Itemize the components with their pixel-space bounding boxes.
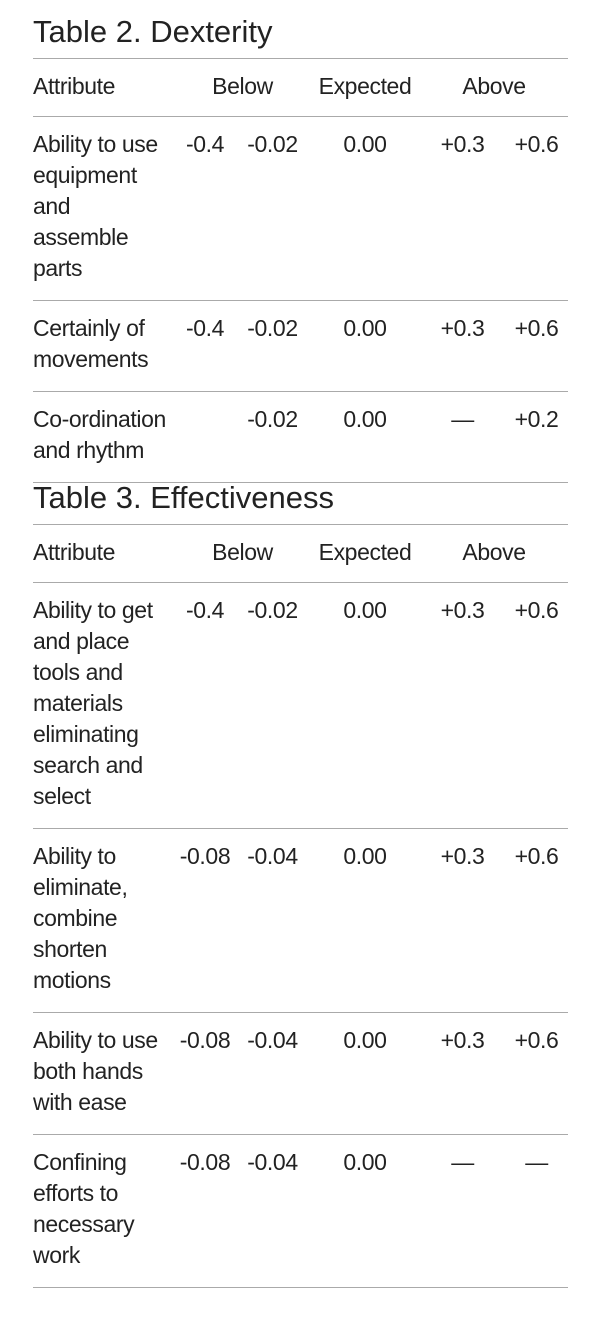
table-title: Table 2. Dexterity [33,14,273,49]
value-cell: 0.00 [343,315,387,341]
value-cell: +0.3 [440,315,485,341]
value-cell: -0.02 [247,597,298,623]
value-cell: -0.02 [247,315,298,341]
attribute-cell: Co-ordination and rhythm [33,406,166,463]
value-cell: -0.08 [179,1027,231,1053]
value-cell: -0.4 [185,131,225,157]
value-cell: -0.08 [179,1149,231,1175]
table-row: Ability to get and place tools and mater… [33,582,568,829]
value-cell: -0.08 [179,843,231,869]
table-body: Ability to get and place tools and mater… [33,582,568,1288]
header-cell: Above [462,539,526,565]
header-cell: Below [212,73,273,99]
value-cell: -0.02 [247,406,298,432]
header-row: Attribute Below Expected Above [33,58,568,117]
value-cell: +0.3 [440,1027,485,1053]
table-row: Co-ordination and rhythm -0.02 0.00 — +0.2 [33,391,568,483]
table-row: Certainly of movements -0.4 -0.02 0.00 +0.3 +… [33,300,568,392]
table-title: Table 3. Effectiveness [33,480,334,515]
header-row: Attribute Below Expected Above [33,524,568,583]
table-block: Table 2. Dexterity Attribute Below Expected… [33,0,568,483]
attribute-cell: Ability to eliminate, combine shorten mo… [33,843,128,993]
value-cell: 0.00 [343,1149,387,1175]
value-cell: — [451,406,474,432]
value-cell: -0.4 [185,315,225,341]
table-block: Table 3. Effectiveness Attribute Below Expe… [33,466,568,1288]
value-cell: 0.00 [343,131,387,157]
attribute-cell: Confining efforts to necessary work [33,1149,135,1268]
table-row: Ability to use equipment and assemble pa… [33,116,568,301]
table-row: Ability to eliminate, combine shorten mo… [33,828,568,1013]
value-cell: — [451,1149,474,1175]
value-cell: -0.4 [185,597,225,623]
header-cell: Above [462,73,526,99]
value-cell: +0.3 [440,131,485,157]
value-cell: 0.00 [343,1027,387,1053]
value-cell: -0.04 [247,843,298,869]
table-row: Ability to use both hands with ease -0.08… [33,1012,568,1135]
value-cell: +0.6 [514,1027,559,1053]
value-cell: +0.6 [514,315,559,341]
value-cell: +0.6 [514,597,559,623]
table-row: Confining efforts to necessary work -0.08… [33,1134,568,1288]
attribute-cell: Ability to use equipment and assemble pa… [33,131,158,281]
attribute-cell: Ability to get and place tools and mater… [33,597,153,809]
header-cell: Expected [318,73,412,99]
value-cell: +0.6 [514,843,559,869]
value-cell: 0.00 [343,406,387,432]
header-cell: Below [212,539,273,565]
header-cell: Attribute [33,539,116,565]
data-table: Attribute Below Expected Above Ability to ge… [33,524,568,1288]
attribute-cell: Ability to use both hands with ease [33,1027,158,1115]
attribute-cell: Certainly of movements [33,315,149,372]
table-head: Attribute Below Expected Above [33,58,568,117]
header-cell: Attribute [33,73,116,99]
value-cell: -0.04 [247,1027,298,1053]
table-body: Ability to use equipment and assemble pa… [33,116,568,483]
value-cell: 0.00 [343,597,387,623]
value-cell: 0.00 [343,843,387,869]
table-head: Attribute Below Expected Above [33,524,568,583]
header-cell: Expected [318,539,412,565]
value-cell: — [525,1149,548,1175]
value-cell: +0.6 [514,131,559,157]
value-cell: -0.04 [247,1149,298,1175]
value-cell: +0.2 [514,406,559,432]
value-cell: -0.02 [247,131,298,157]
value-cell: +0.3 [440,597,485,623]
data-table: Attribute Below Expected Above Ability to us… [33,58,568,483]
value-cell: +0.3 [440,843,485,869]
